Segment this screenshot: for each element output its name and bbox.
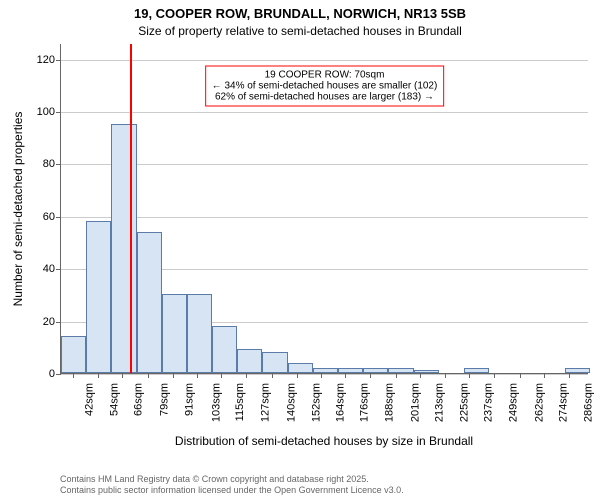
- chart-title-main: 19, COOPER ROW, BRUNDALL, NORWICH, NR13 …: [0, 6, 600, 21]
- xtick-label: 79sqm: [159, 383, 171, 416]
- xtick-mark: [221, 373, 222, 378]
- histogram-bar: [86, 221, 111, 373]
- histogram-bar: [363, 368, 388, 373]
- histogram-bar: [137, 232, 162, 373]
- histogram-bar: [288, 363, 313, 373]
- gridline: [61, 217, 588, 218]
- y-axis-label: Number of semi-detached properties: [11, 112, 25, 307]
- marker-line: [130, 44, 132, 373]
- xtick-mark: [272, 373, 273, 378]
- plot-area: 19 COOPER ROW: 70sqm ← 34% of semi-detac…: [60, 44, 588, 374]
- histogram-bar: [212, 326, 237, 373]
- histogram-bar: [464, 368, 489, 373]
- xtick-label: 237sqm: [483, 383, 495, 422]
- xtick-mark: [297, 373, 298, 378]
- gridline: [61, 112, 588, 113]
- xtick-label: 274sqm: [558, 383, 570, 422]
- xtick-label: 42sqm: [84, 383, 96, 416]
- xtick-label: 164sqm: [335, 383, 347, 422]
- gridline: [61, 164, 588, 165]
- xtick-label: 66sqm: [132, 383, 144, 416]
- x-axis-label: Distribution of semi-detached houses by …: [60, 434, 588, 448]
- ytick-label: 80: [43, 158, 61, 170]
- xtick-label: 115sqm: [235, 383, 247, 421]
- xtick-mark: [396, 373, 397, 378]
- xtick-label: 213sqm: [434, 383, 446, 422]
- xtick-mark: [544, 373, 545, 378]
- ytick-label: 40: [43, 263, 61, 275]
- footer-attribution: Contains HM Land Registry data © Crown c…: [60, 474, 404, 496]
- xtick-label: 286sqm: [582, 383, 594, 422]
- xtick-label: 262sqm: [534, 383, 546, 422]
- xtick-mark: [246, 373, 247, 378]
- gridline: [61, 60, 588, 61]
- xtick-mark: [148, 373, 149, 378]
- xtick-mark: [321, 373, 322, 378]
- xtick-label: 91sqm: [183, 383, 195, 416]
- xtick-mark: [445, 373, 446, 378]
- xtick-mark: [469, 373, 470, 378]
- xtick-label: 176sqm: [359, 383, 371, 422]
- xtick-mark: [73, 373, 74, 378]
- xtick-mark: [197, 373, 198, 378]
- ytick-label: 120: [37, 54, 61, 66]
- gridline: [61, 374, 588, 375]
- histogram-bar: [61, 336, 86, 373]
- xtick-mark: [370, 373, 371, 378]
- ytick-label: 60: [43, 211, 61, 223]
- xtick-mark: [420, 373, 421, 378]
- xtick-label: 127sqm: [259, 383, 271, 422]
- ytick-label: 0: [49, 368, 61, 380]
- footer-line-1: Contains HM Land Registry data © Crown c…: [60, 474, 404, 485]
- histogram-bar: [187, 294, 212, 373]
- annotation-line-3: 62% of semi-detached houses are larger (…: [212, 91, 438, 102]
- xtick-mark: [569, 373, 570, 378]
- histogram-bar: [111, 124, 136, 373]
- xtick-label: 201sqm: [410, 383, 422, 422]
- histogram-bar: [313, 368, 338, 373]
- xtick-label: 249sqm: [507, 383, 519, 422]
- xtick-mark: [494, 373, 495, 378]
- histogram-bar: [414, 370, 439, 373]
- xtick-label: 140sqm: [286, 383, 298, 422]
- annotation-line-2: ← 34% of semi-detached houses are smalle…: [212, 80, 438, 91]
- histogram-bar: [262, 352, 287, 373]
- chart-container: 19, COOPER ROW, BRUNDALL, NORWICH, NR13 …: [0, 0, 600, 500]
- xtick-mark: [520, 373, 521, 378]
- xtick-label: 152sqm: [310, 383, 322, 422]
- xtick-mark: [345, 373, 346, 378]
- footer-line-2: Contains public sector information licen…: [60, 485, 404, 496]
- histogram-bar: [237, 349, 262, 373]
- ytick-label: 100: [37, 106, 61, 118]
- annotation-line-1: 19 COOPER ROW: 70sqm: [212, 69, 438, 80]
- xtick-label: 54sqm: [108, 383, 120, 416]
- xtick-mark: [173, 373, 174, 378]
- xtick-label: 103sqm: [211, 383, 223, 422]
- xtick-label: 225sqm: [458, 383, 470, 422]
- histogram-bar: [388, 368, 413, 373]
- xtick-mark: [98, 373, 99, 378]
- ytick-label: 20: [43, 316, 61, 328]
- histogram-bar: [338, 368, 363, 373]
- annotation-box: 19 COOPER ROW: 70sqm ← 34% of semi-detac…: [205, 65, 445, 106]
- xtick-mark: [122, 373, 123, 378]
- chart-title-sub: Size of property relative to semi-detach…: [0, 24, 600, 38]
- histogram-bar: [162, 294, 187, 373]
- xtick-label: 188sqm: [383, 383, 395, 422]
